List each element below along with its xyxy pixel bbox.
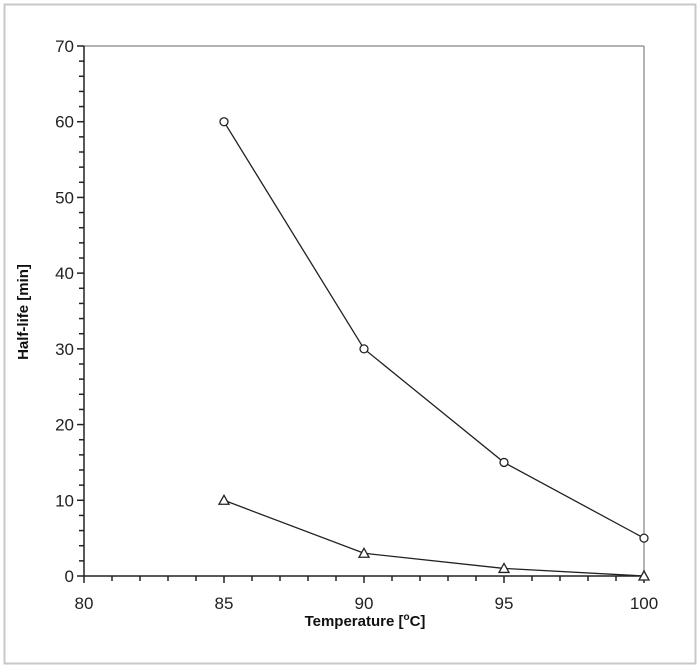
y-tick-label: 50 — [55, 188, 74, 207]
circle-point — [499, 457, 509, 468]
triangle-point — [357, 546, 371, 558]
outer-frame — [3, 3, 697, 665]
x-tick-label: 90 — [355, 594, 374, 613]
y-tick-label: 0 — [65, 567, 74, 586]
x-axis-title: Temperature [oC] — [305, 612, 426, 630]
x-tick-label: 85 — [215, 594, 234, 613]
y-tick-label: 40 — [55, 264, 74, 283]
series-line-triangle — [223, 499, 645, 577]
triangle-point — [497, 562, 511, 574]
series-line-circle — [223, 121, 645, 539]
y-axis-title: Half-life [min] — [15, 264, 32, 360]
circle-point — [219, 117, 229, 127]
y-tick-label: 10 — [55, 491, 74, 510]
circle-point — [639, 533, 649, 543]
x-axis-title-main: Temperature [ — [305, 613, 404, 630]
y-tick-label: 60 — [55, 113, 74, 132]
y-tick-label: 70 — [55, 37, 74, 56]
y-tick-label: 30 — [55, 340, 74, 359]
y-tick-label: 20 — [55, 416, 74, 435]
x-axis-title-end: C] — [410, 613, 426, 630]
x-tick-label: 80 — [75, 594, 94, 613]
x-axis-title-sup: o — [403, 612, 409, 623]
triangle-point — [637, 569, 651, 581]
circle-point — [359, 344, 369, 354]
triangle-point — [217, 493, 231, 505]
x-tick-label: 100 — [630, 594, 658, 613]
x-tick-label: 95 — [495, 594, 514, 613]
